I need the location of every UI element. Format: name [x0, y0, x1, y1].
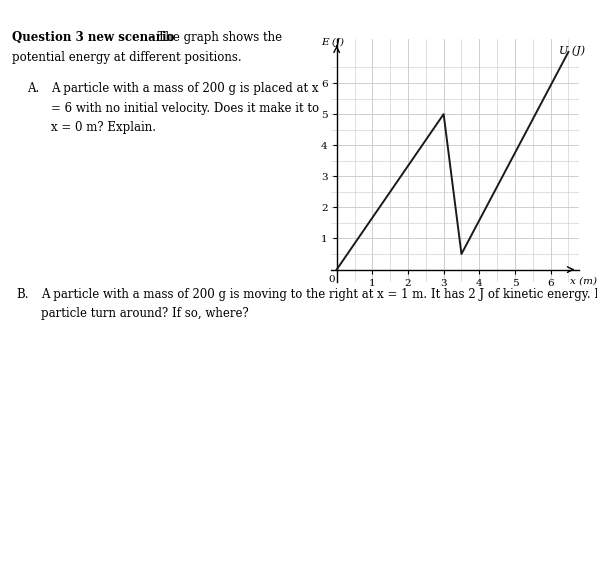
Text: Question 3 new scenario: Question 3 new scenario: [12, 31, 174, 44]
Text: E (J): E (J): [321, 38, 344, 47]
Text: A.: A.: [27, 82, 39, 95]
Text: A particle with a mass of 200 g is placed at x: A particle with a mass of 200 g is place…: [51, 82, 318, 95]
Text: - The graph shows the: - The graph shows the: [146, 31, 282, 44]
Text: A particle with a mass of 200 g is moving to the right at x = 1 m. It has 2 J of: A particle with a mass of 200 g is movin…: [41, 288, 597, 301]
Text: potential energy at different positions.: potential energy at different positions.: [12, 51, 242, 64]
Text: = 6 with no initial velocity. Does it make it to: = 6 with no initial velocity. Does it ma…: [51, 102, 319, 114]
Text: x (m): x (m): [570, 277, 597, 286]
Text: U (J): U (J): [559, 45, 586, 56]
Text: x = 0 m? Explain.: x = 0 m? Explain.: [51, 121, 156, 134]
Text: B.: B.: [17, 288, 29, 301]
Text: particle turn around? If so, where?: particle turn around? If so, where?: [41, 307, 248, 320]
Text: 0: 0: [328, 275, 335, 284]
